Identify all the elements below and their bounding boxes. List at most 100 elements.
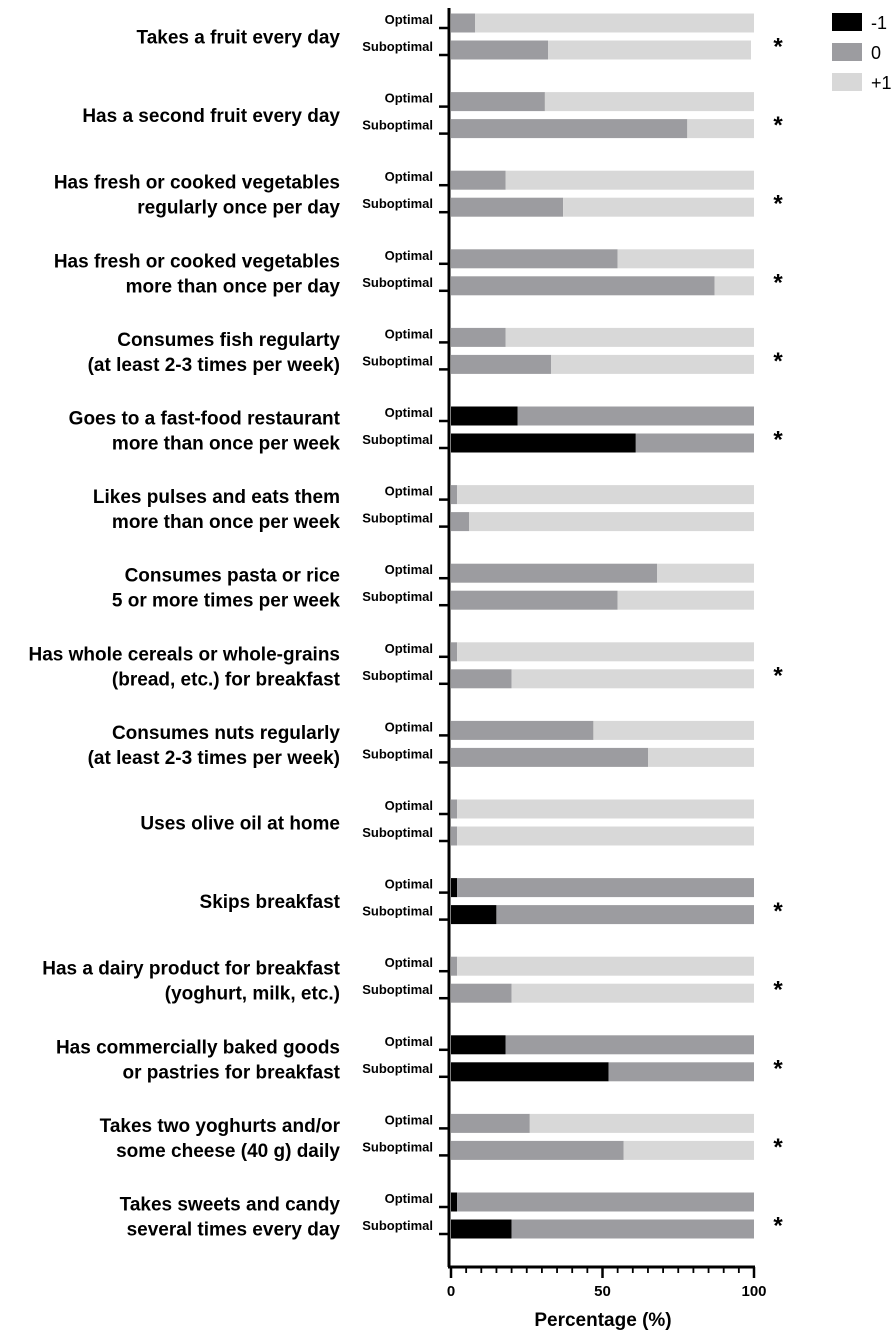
- bar-segment-suboptimal-neg1: [451, 1062, 609, 1082]
- bar-segment-optimal-pos1: [457, 799, 754, 819]
- bar-segment-suboptimal-zero: [451, 747, 648, 767]
- group-label-suboptimal: Suboptimal: [362, 825, 433, 840]
- group-label-optimal: Optimal: [385, 326, 433, 341]
- bar-segment-optimal-pos1: [475, 13, 754, 33]
- bar-segment-optimal-pos1: [529, 1113, 754, 1133]
- group-label-suboptimal: Suboptimal: [362, 39, 433, 54]
- bar-segment-suboptimal-pos1: [457, 826, 754, 846]
- item-label: several times every day: [127, 1220, 341, 1241]
- bar-segment-suboptimal-pos1: [714, 276, 754, 296]
- item-label: 5 or more times per week: [112, 591, 341, 612]
- significance-marker: *: [773, 1055, 783, 1082]
- item-label: Goes to a fast-food restaurant: [69, 409, 341, 430]
- significance-marker: *: [773, 1213, 783, 1240]
- significance-marker: *: [773, 348, 783, 375]
- bar-segment-optimal-zero: [451, 13, 476, 33]
- significance-marker: *: [773, 269, 783, 296]
- bar-segment-optimal-pos1: [593, 720, 754, 740]
- group-label-optimal: Optimal: [385, 641, 433, 656]
- bar-segment-suboptimal-zero: [451, 354, 551, 374]
- group-label-suboptimal: Suboptimal: [362, 196, 433, 211]
- significance-marker: *: [773, 1134, 783, 1161]
- bar-segment-optimal-pos1: [457, 642, 754, 662]
- group-label-suboptimal: Suboptimal: [362, 1139, 433, 1154]
- bar-segment-optimal-pos1: [657, 563, 754, 583]
- group-label-optimal: Optimal: [385, 562, 433, 577]
- group-label-optimal: Optimal: [385, 12, 433, 27]
- legend-swatch: [832, 73, 862, 91]
- item-label: Has whole cereals or whole-grains: [29, 644, 341, 665]
- bar-segment-optimal-neg1: [451, 878, 458, 898]
- bar-segment-suboptimal-pos1: [469, 512, 754, 532]
- bar-segment-suboptimal-pos1: [511, 983, 754, 1003]
- group-label-optimal: Optimal: [385, 91, 433, 106]
- bar-segment-suboptimal-zero: [451, 1140, 624, 1160]
- bar-segment-suboptimal-pos1: [548, 40, 751, 60]
- group-label-suboptimal: Suboptimal: [362, 746, 433, 761]
- significance-marker: *: [773, 427, 783, 454]
- bar-segment-optimal-zero: [451, 327, 506, 347]
- significance-marker: *: [773, 662, 783, 689]
- bar-segment-suboptimal-zero: [451, 983, 512, 1003]
- x-axis-title: Percentage (%): [534, 1310, 671, 1331]
- bar-segment-suboptimal-pos1: [563, 197, 754, 217]
- bar-segment-optimal-zero: [451, 92, 545, 112]
- significance-marker: *: [773, 34, 783, 61]
- bar-segment-suboptimal-pos1: [687, 119, 754, 139]
- item-label: Uses olive oil at home: [140, 814, 340, 835]
- item-label: Consumes pasta or rice: [125, 566, 340, 587]
- significance-marker: *: [773, 112, 783, 139]
- bar-segment-suboptimal-neg1: [451, 1219, 512, 1239]
- group-label-optimal: Optimal: [385, 484, 433, 499]
- bar-segment-optimal-neg1: [451, 406, 518, 426]
- item-label: more than once per day: [126, 276, 341, 297]
- group-label-optimal: Optimal: [385, 169, 433, 184]
- bar-segment-optimal-pos1: [505, 170, 754, 190]
- group-label-suboptimal: Suboptimal: [362, 353, 433, 368]
- group-label-optimal: Optimal: [385, 248, 433, 263]
- group-label-suboptimal: Suboptimal: [362, 668, 433, 683]
- group-label-suboptimal: Suboptimal: [362, 1218, 433, 1233]
- bar-segment-suboptimal-neg1: [451, 905, 497, 925]
- bar-segment-suboptimal-zero: [511, 1219, 754, 1239]
- bar-segment-optimal-zero: [505, 1035, 754, 1055]
- item-label: regularly once per day: [137, 198, 340, 219]
- item-label: Has a dairy product for breakfast: [42, 959, 340, 980]
- bar-segment-optimal-zero: [451, 1113, 530, 1133]
- group-label-optimal: Optimal: [385, 1191, 433, 1206]
- bar-segment-suboptimal-neg1: [451, 433, 636, 453]
- item-label: or pastries for breakfast: [122, 1062, 340, 1083]
- bar-segment-optimal-zero: [451, 170, 506, 190]
- item-label: more than once per week: [112, 512, 341, 533]
- bar-segment-optimal-zero: [457, 878, 754, 898]
- bar-segment-optimal-zero: [451, 249, 618, 269]
- item-label: Consumes fish regularty: [117, 330, 340, 351]
- labels-layer: Optimal Suboptimal Takes a fruit every day…: [29, 12, 784, 1241]
- bars-layer: [451, 13, 754, 1239]
- item-label: Has fresh or cooked vegetables: [54, 251, 340, 272]
- item-label: (at least 2-3 times per week): [88, 355, 340, 376]
- x-tick-label: 100: [741, 1283, 766, 1300]
- group-label-suboptimal: Suboptimal: [362, 511, 433, 526]
- bar-segment-suboptimal-zero: [451, 590, 618, 610]
- bar-segment-suboptimal-pos1: [617, 590, 754, 610]
- group-label-optimal: Optimal: [385, 955, 433, 970]
- bar-segment-optimal-zero: [457, 1192, 754, 1212]
- item-label: Consumes nuts regularly: [112, 723, 340, 744]
- legend-label: +1: [871, 73, 892, 93]
- bar-segment-suboptimal-zero: [451, 119, 688, 139]
- significance-marker: *: [773, 977, 783, 1004]
- legend: -1 0 +1: [832, 13, 892, 93]
- item-label: Has commercially baked goods: [56, 1037, 340, 1058]
- bar-segment-suboptimal-pos1: [511, 669, 754, 689]
- bar-segment-optimal-zero: [451, 642, 458, 662]
- x-tick-label: 0: [447, 1283, 455, 1300]
- group-label-suboptimal: Suboptimal: [362, 432, 433, 447]
- legend-swatch: [832, 13, 862, 31]
- group-label-optimal: Optimal: [385, 1112, 433, 1127]
- bar-segment-optimal-zero: [451, 799, 458, 819]
- group-label-optimal: Optimal: [385, 798, 433, 813]
- group-label-suboptimal: Suboptimal: [362, 982, 433, 997]
